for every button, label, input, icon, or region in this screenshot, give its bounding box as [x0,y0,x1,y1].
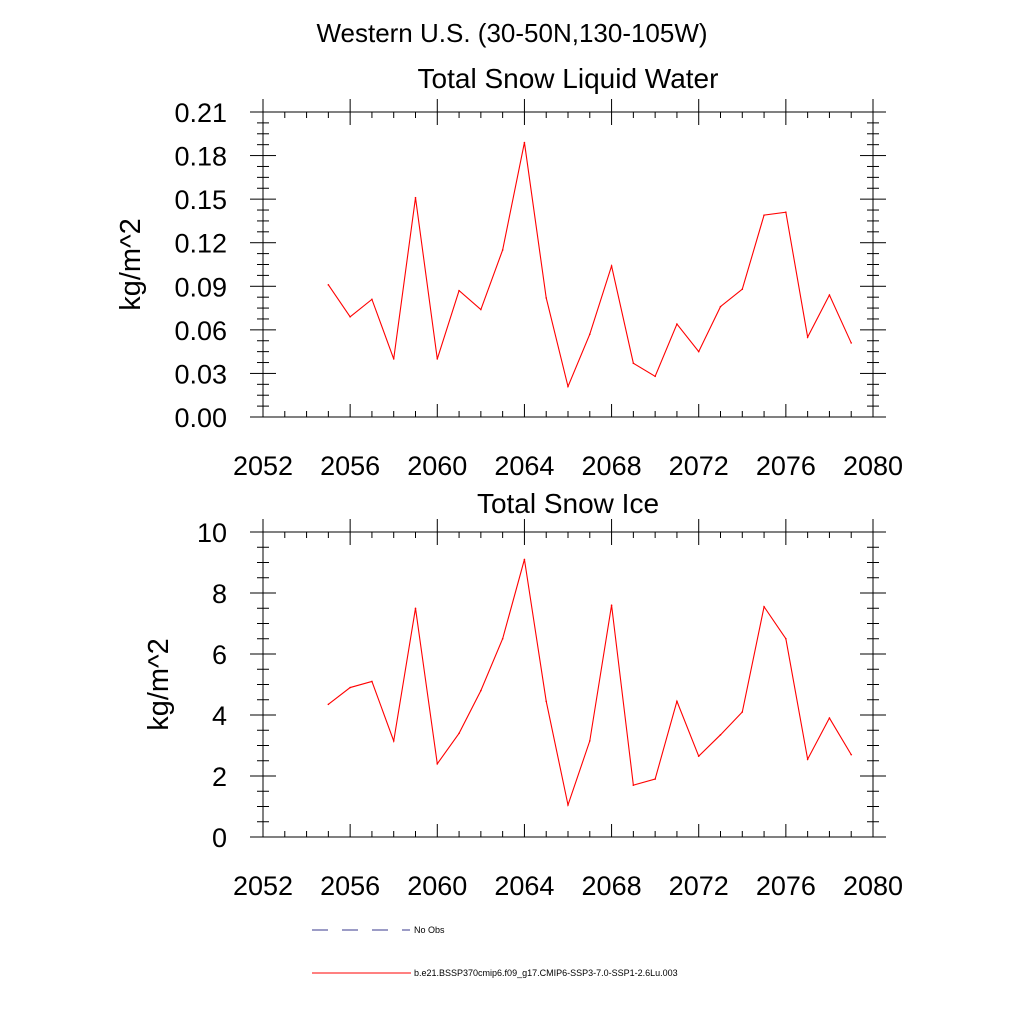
x-tick-label: 2052 [233,871,293,901]
data-point [501,249,504,251]
data-point [785,637,787,640]
data-point [697,755,700,757]
data-point [610,604,613,606]
data-point [654,375,656,378]
chart-panel-1: Total Snow Liquid Water 2052 2056 2060 2064 2… [115,63,903,481]
data-point [588,333,591,336]
x-tick-label: 2072 [669,451,729,481]
data-point [523,558,526,561]
y-tick-label: 0.15 [174,185,227,215]
data-point [610,265,613,267]
data-point [414,196,417,199]
x-tick-label: 2080 [843,871,903,901]
data-point [828,294,831,296]
y-tick-label: 2 [212,762,227,792]
x-tick-label: 2056 [320,871,380,901]
data-point [545,297,548,299]
y-tick-label: 10 [197,518,227,548]
data-point [349,686,351,689]
x-tick-label: 2068 [582,871,642,901]
data-point [850,342,853,344]
data-point [719,734,722,736]
data-point [480,308,482,311]
data-point [741,288,744,290]
data-point [414,607,417,610]
panel-title: Total Snow Ice [477,488,659,519]
x-tick-label: 2060 [407,871,467,901]
data-point [392,358,395,360]
x-tick-label: 2072 [669,871,729,901]
y-tick-label: 4 [212,701,227,731]
data-point [806,336,809,338]
x-tick-label: 2076 [756,451,816,481]
data-point [741,711,744,713]
data-point [806,758,809,761]
data-point [785,211,787,214]
data-point [349,315,351,318]
plot-frame [262,111,874,418]
data-point [632,784,635,786]
data-point [828,717,831,719]
y-tick-label: 0.06 [174,316,227,346]
legend-label: No Obs [414,925,445,935]
legend: No Obs b.e21.BSSP370cmip6.f09_g17.CMIP6-S… [312,925,678,978]
legend-item-2: b.e21.BSSP370cmip6.f09_g17.CMIP6-SSP3-7.… [312,968,678,978]
data-point [523,141,526,144]
data-point [676,700,678,703]
data-point [545,700,548,703]
data-point [458,732,460,735]
data-point [676,323,678,325]
data-point [327,284,330,286]
data-point [763,605,765,608]
legend-item-1: No Obs [312,925,445,935]
panel-title: Total Snow Liquid Water [418,63,719,94]
x-tick-label: 2080 [843,451,903,481]
x-tick-label: 2076 [756,871,816,901]
y-axis-label: kg/m^2 [115,218,147,311]
data-point [436,358,439,360]
x-tick-label: 2064 [494,871,554,901]
series-line-1 [327,142,852,389]
data-point [588,740,591,742]
figure-title: Western U.S. (30-50N,130-105W) [316,18,707,48]
y-tick-label: 8 [212,579,227,609]
data-point [371,680,373,683]
data-point [371,298,373,301]
data-point [850,753,853,756]
data-point [567,804,569,806]
data-point [654,778,656,780]
y-tick-label: 0.03 [174,359,227,389]
y-tick-label: 0.12 [174,229,227,259]
data-point [697,350,700,353]
data-point [567,385,569,388]
data-point [327,703,330,706]
y-axis-label: kg/m^2 [143,638,175,731]
legend-label: b.e21.BSSP370cmip6.f09_g17.CMIP6-SSP3-7.… [414,968,678,978]
data-point [480,689,482,692]
y-tick-label: 0.21 [174,98,227,128]
series-line-1 [328,559,852,808]
y-tick-label: 0 [212,823,227,853]
y-tick-label: 0.09 [174,272,227,302]
data-point [501,637,504,640]
y-tick-label: 0.18 [174,142,227,172]
x-tick-label: 2056 [320,451,380,481]
data-point [436,763,439,765]
x-tick-label: 2064 [494,451,554,481]
data-point [392,740,395,742]
y-tick-label: 0.00 [174,403,227,433]
data-point [458,289,460,292]
data-point [719,305,722,308]
plot-frame [262,531,874,838]
x-tick-label: 2052 [233,451,293,481]
x-tick-label: 2060 [407,451,467,481]
data-point [763,214,765,216]
data-point [632,362,635,365]
y-tick-label: 6 [212,640,227,670]
x-tick-label: 2068 [582,451,642,481]
